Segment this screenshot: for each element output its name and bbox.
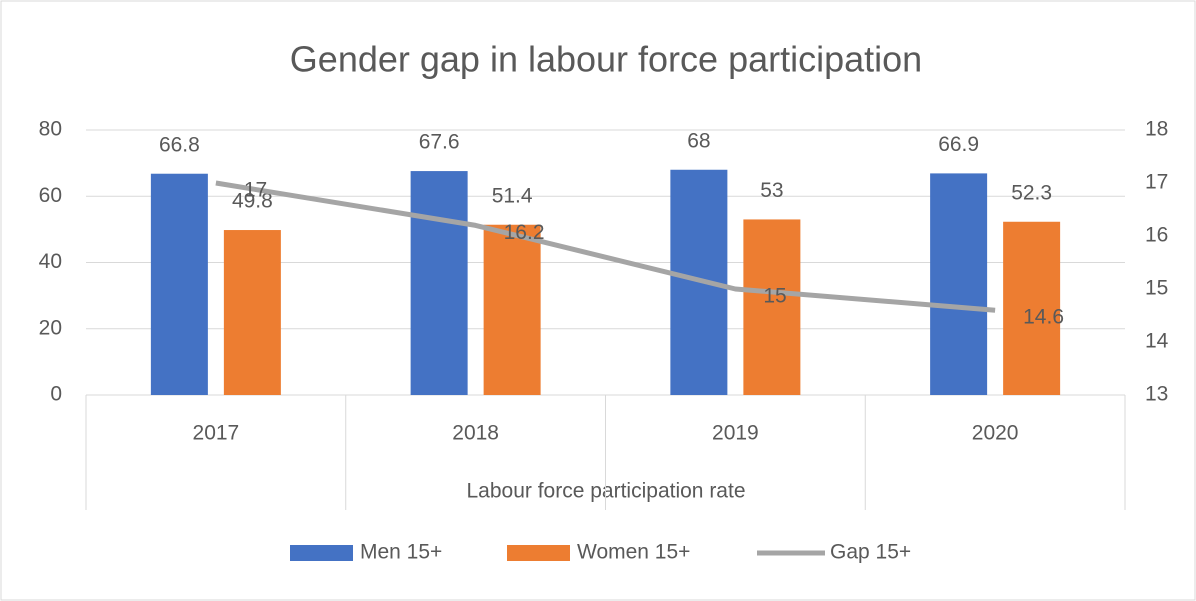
- y-tick-label: 80: [39, 118, 62, 141]
- chart-title: Gender gap in labour force participation: [290, 39, 922, 80]
- data-label: 53: [760, 179, 783, 202]
- y-tick-label: 0: [50, 383, 62, 406]
- bar: [483, 224, 541, 395]
- data-label: 14.6: [1023, 306, 1064, 329]
- y2-tick-label: 15: [1145, 277, 1168, 300]
- legend-label: Gap 15+: [830, 541, 911, 564]
- y-tick-label: 40: [39, 250, 62, 273]
- data-label: 66.8: [159, 133, 200, 156]
- y2-tick-label: 17: [1145, 171, 1168, 194]
- data-label: 49.8: [232, 190, 273, 213]
- y2-tick-label: 14: [1145, 330, 1169, 353]
- x-tick-label: 2020: [972, 422, 1019, 445]
- x-tick-label: 2019: [712, 422, 759, 445]
- bar: [743, 219, 801, 395]
- x-tick-label: 2018: [452, 422, 499, 445]
- bar: [1003, 221, 1061, 395]
- line: [215, 180, 996, 313]
- bar: [223, 230, 281, 395]
- legend-label: Women 15+: [577, 541, 690, 564]
- y2-tick-label: 16: [1145, 224, 1168, 247]
- bar: [150, 173, 208, 395]
- x-tick-label: 2017: [193, 422, 240, 445]
- bar: [410, 171, 468, 395]
- y-tick-label: 20: [39, 316, 62, 339]
- y2-tick-label: 13: [1145, 383, 1168, 406]
- data-label: 15: [763, 285, 786, 308]
- legend-swatch: [290, 545, 353, 561]
- bar: [930, 173, 988, 395]
- data-label: 67.6: [419, 131, 460, 154]
- data-label: 68: [687, 129, 710, 152]
- data-label: 17: [244, 179, 267, 202]
- y-tick-label: 60: [39, 184, 62, 207]
- data-label: 16.2: [504, 221, 545, 244]
- legend-label: Men 15+: [360, 541, 442, 564]
- data-label: 66.9: [938, 133, 979, 156]
- data-label: 52.3: [1011, 181, 1052, 204]
- legend-swatch: [507, 545, 570, 561]
- y2-tick-label: 18: [1145, 118, 1168, 141]
- data-label: 51.4: [492, 184, 533, 207]
